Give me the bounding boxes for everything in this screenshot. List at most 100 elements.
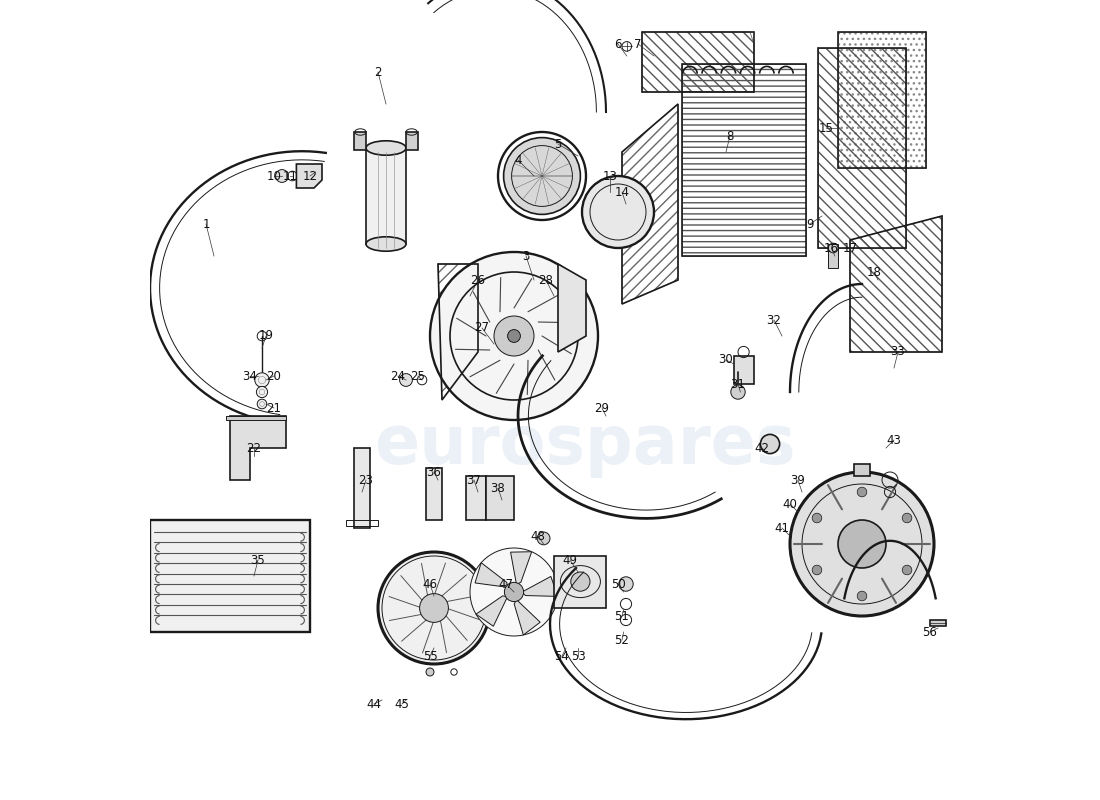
Circle shape [399, 374, 412, 386]
Text: 49: 49 [562, 554, 578, 566]
Text: 18: 18 [867, 266, 881, 278]
Text: 14: 14 [615, 186, 629, 198]
Polygon shape [475, 562, 507, 587]
Text: 4: 4 [515, 154, 521, 166]
Polygon shape [522, 577, 558, 596]
Circle shape [571, 572, 590, 591]
Bar [426, 468, 442, 520]
Text: 13: 13 [603, 170, 617, 182]
Text: 27: 27 [474, 322, 490, 334]
Text: 25: 25 [410, 370, 426, 382]
Text: 17: 17 [843, 242, 858, 254]
Text: 6: 6 [614, 38, 622, 50]
Circle shape [790, 472, 934, 616]
Text: 24: 24 [390, 370, 406, 382]
Text: 12: 12 [302, 170, 318, 182]
Circle shape [760, 434, 780, 454]
Circle shape [902, 565, 912, 574]
Circle shape [812, 514, 822, 523]
Text: 33: 33 [891, 346, 905, 358]
Circle shape [494, 316, 534, 356]
Circle shape [857, 591, 867, 601]
Text: 26: 26 [471, 274, 485, 286]
Bar [854, 464, 870, 476]
Circle shape [426, 668, 434, 676]
Text: 32: 32 [767, 314, 781, 326]
Text: 45: 45 [395, 698, 409, 710]
Circle shape [276, 170, 288, 182]
Text: 31: 31 [730, 378, 746, 390]
Polygon shape [230, 416, 286, 480]
Text: 20: 20 [266, 370, 282, 382]
Circle shape [730, 385, 745, 399]
Circle shape [537, 532, 550, 545]
Text: 39: 39 [791, 474, 805, 486]
Text: 43: 43 [887, 434, 901, 446]
Polygon shape [296, 164, 322, 188]
Circle shape [256, 386, 267, 398]
Text: eurospares: eurospares [374, 412, 795, 478]
Bar [554, 556, 606, 608]
Text: 51: 51 [615, 610, 629, 622]
Circle shape [430, 252, 598, 420]
Circle shape [257, 399, 267, 409]
Text: 8: 8 [726, 130, 734, 142]
Text: 29: 29 [594, 402, 609, 414]
Text: 40: 40 [782, 498, 797, 510]
Circle shape [255, 373, 270, 387]
Polygon shape [476, 596, 507, 626]
Text: 47: 47 [498, 578, 514, 590]
Text: 10: 10 [266, 170, 282, 182]
Text: 35: 35 [251, 554, 265, 566]
Polygon shape [558, 264, 586, 352]
Bar [930, 620, 946, 626]
Bar [354, 448, 370, 528]
Text: 48: 48 [530, 530, 546, 542]
Text: 3: 3 [522, 250, 530, 262]
Circle shape [378, 552, 490, 664]
Polygon shape [514, 600, 540, 635]
Text: 42: 42 [755, 442, 770, 454]
Text: 19: 19 [258, 330, 274, 342]
Text: 11: 11 [283, 170, 297, 182]
Bar [734, 356, 754, 384]
Text: 16: 16 [824, 242, 839, 254]
Circle shape [857, 487, 867, 497]
Bar [346, 520, 378, 526]
Circle shape [505, 582, 524, 602]
Polygon shape [510, 552, 531, 584]
Text: 54: 54 [554, 650, 570, 662]
Ellipse shape [366, 141, 406, 155]
Circle shape [507, 330, 520, 342]
Bar [406, 132, 418, 150]
Text: 37: 37 [466, 474, 482, 486]
Ellipse shape [366, 237, 406, 251]
Circle shape [419, 594, 449, 622]
Text: 21: 21 [266, 402, 282, 414]
Circle shape [619, 577, 634, 591]
Circle shape [582, 176, 654, 248]
Text: 52: 52 [615, 634, 629, 646]
Text: 9: 9 [806, 218, 814, 230]
Text: 41: 41 [774, 522, 790, 534]
Text: 28: 28 [539, 274, 553, 286]
Circle shape [838, 520, 886, 568]
Text: 50: 50 [610, 578, 626, 590]
Text: 15: 15 [818, 122, 834, 134]
Text: 7: 7 [635, 38, 641, 50]
Text: 22: 22 [246, 442, 262, 454]
Bar [828, 244, 838, 268]
Circle shape [812, 565, 822, 574]
Text: 34: 34 [243, 370, 257, 382]
Text: 56: 56 [923, 626, 937, 638]
Text: 36: 36 [427, 466, 441, 478]
Text: 2: 2 [374, 66, 382, 78]
Circle shape [902, 514, 912, 523]
Bar [150, 520, 310, 632]
Bar [226, 416, 286, 420]
Text: 38: 38 [491, 482, 505, 494]
Bar [466, 476, 486, 520]
Text: 55: 55 [422, 650, 438, 662]
Bar [134, 560, 150, 592]
Text: 30: 30 [718, 354, 734, 366]
